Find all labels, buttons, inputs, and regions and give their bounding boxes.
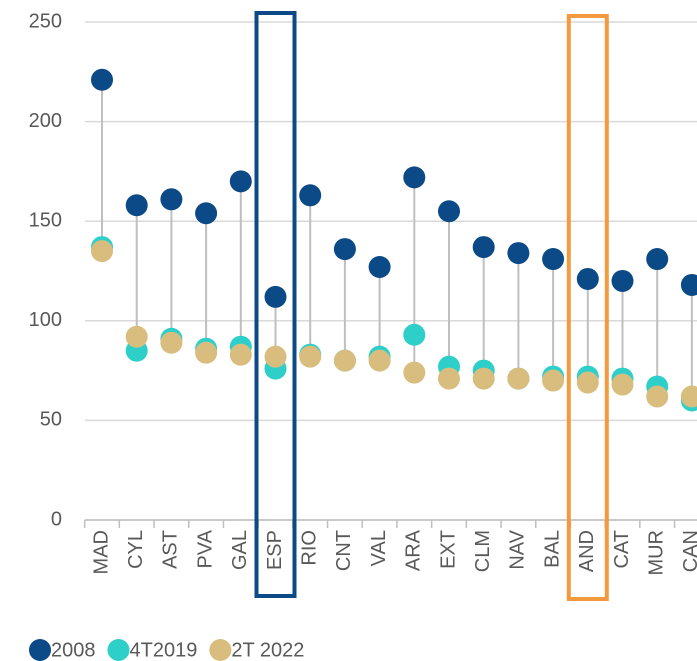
legend-label: 2008 [51,639,96,661]
dot [403,323,426,346]
dot [403,361,426,384]
dot [403,166,426,189]
dot [472,367,495,390]
x-tick-label: PVA [194,529,216,568]
dot [542,369,565,392]
x-tick-label: AST [160,530,182,569]
x-tick-label: CNT [333,530,355,571]
x-tick-label: EXT [437,530,459,569]
dot [91,68,113,91]
y-tick-label: 250 [29,10,62,32]
dot [438,367,460,390]
dot [576,267,599,290]
legend-marker [29,639,51,661]
dot [195,202,218,225]
dot [438,200,460,223]
x-tick-label: CLM [472,530,494,572]
dot [333,349,356,372]
dot [507,367,530,390]
dot [368,256,391,279]
dot [680,273,697,296]
dot [472,236,495,259]
y-tick-label: 150 [29,209,62,231]
dot [264,285,287,308]
legend-label: 4T2019 [130,639,198,661]
x-tick-label: MUR [645,530,667,576]
dot [611,373,634,396]
x-tick-label: NAV [507,529,529,569]
dot [611,269,634,292]
dot [680,385,697,408]
x-tick-label: CYL [125,530,147,569]
dot [299,184,322,207]
dot [333,238,356,261]
legend-marker [209,639,232,661]
legend-marker [107,639,130,661]
dot [229,170,252,193]
dot [646,385,669,408]
x-tick-label: ARA [403,529,425,571]
x-tick-label: VAL [368,530,390,566]
y-tick-label: 200 [29,110,62,132]
dot [542,248,565,271]
x-tick-label: BAL [541,530,563,568]
x-tick-label: ESP [264,530,286,570]
dot [160,331,183,354]
x-tick-label: CAN [680,530,697,572]
x-tick-label: AND [576,530,598,572]
x-tick-label: MAD [90,530,112,574]
highlight-box [566,14,609,601]
dot [507,242,530,265]
dot [125,194,148,217]
x-tick-label: CAT [611,530,633,569]
dot [368,349,391,372]
dot [264,345,287,368]
dot [299,345,322,368]
x-tick-label: RIO [298,530,320,566]
dot [229,343,252,366]
dot [576,371,599,394]
y-tick-label: 100 [29,309,62,331]
dot [125,325,148,348]
x-tick-label: GAL [229,530,251,570]
dot [91,240,113,263]
y-tick-label: 0 [51,508,62,530]
y-tick-label: 50 [40,409,62,431]
dot [195,341,218,364]
highlight-box [254,11,297,598]
legend-label: 2T 2022 [231,639,304,661]
dot [646,248,669,271]
dot [160,188,183,211]
